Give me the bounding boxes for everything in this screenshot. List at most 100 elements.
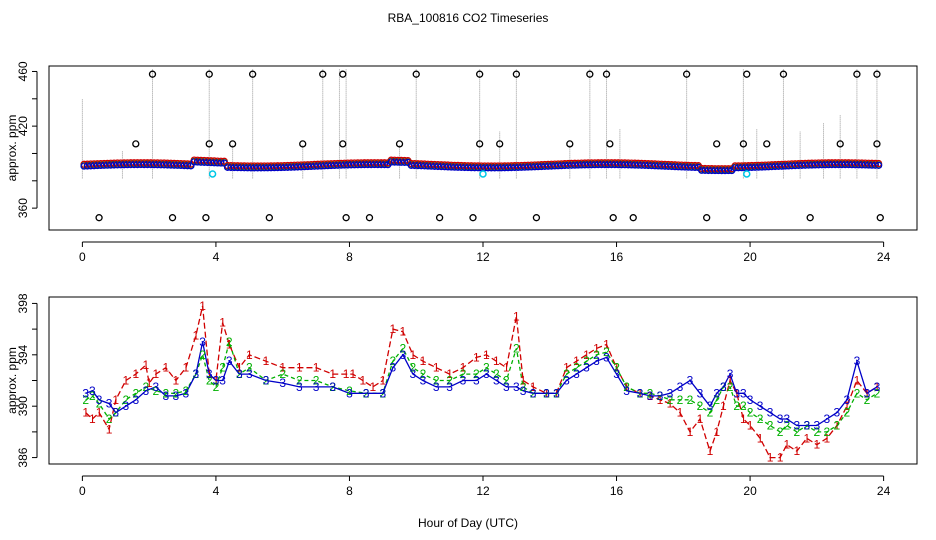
series-green-marker: 2: [346, 384, 353, 398]
series-red-marker: 1: [767, 451, 774, 465]
series-blue-marker: 3: [173, 389, 180, 403]
series-red-line: [85, 305, 878, 459]
x-tick-label: 24: [877, 250, 891, 264]
series-red-marker: 1: [593, 341, 600, 355]
series-red-marker: 1: [553, 386, 560, 400]
series-red-marker: 1: [864, 386, 871, 400]
series-red-marker: 1: [410, 348, 417, 362]
series-blue-marker: 3: [82, 386, 89, 400]
series-blue-marker: 3: [122, 399, 129, 413]
series-red-marker: 1: [246, 348, 253, 362]
outlier-high-point: [339, 70, 347, 78]
series-blue-marker: 3: [543, 386, 550, 400]
series-green-marker: 2: [296, 374, 303, 388]
outlier-high-point: [476, 70, 484, 78]
series-blue-marker: 3: [226, 354, 233, 368]
series-green-marker: 2: [246, 361, 253, 375]
series-red-marker: 1: [727, 374, 734, 388]
series-blue-marker: 3: [420, 374, 427, 388]
series-green-marker: 2: [613, 361, 620, 375]
series-green-marker: 2: [707, 406, 714, 420]
series-green-line: [85, 339, 878, 433]
series-green-marker: 2: [783, 418, 790, 432]
series-blue-marker: 3: [603, 350, 610, 364]
outlier-low-point: [265, 214, 273, 222]
series-green-marker: 2: [446, 374, 453, 388]
series-blue-marker: 3: [707, 399, 714, 413]
data-point-cyan: [479, 170, 487, 178]
data-point-cyan: [742, 170, 751, 178]
series-green-marker: 2: [687, 393, 694, 407]
x-tick-label: 20: [743, 484, 757, 498]
series-blue-marker: 3: [363, 386, 370, 400]
series-red-marker: 1: [380, 374, 387, 388]
series-blue-marker: 3: [713, 386, 720, 400]
outlier-mid-point: [836, 140, 844, 148]
outlier-low-point: [629, 214, 637, 222]
series-red-marker: 1: [677, 406, 684, 420]
series-red-marker: 1: [420, 354, 427, 368]
series-green-marker: 2: [697, 399, 704, 413]
x-tick-label: 0: [79, 484, 86, 498]
chart-title: RBA_100816 CO2 Timeseries: [388, 11, 549, 25]
series-blue-marker: 3: [142, 384, 149, 398]
series-blue-marker: 3: [657, 389, 664, 403]
outlier-high-point: [412, 70, 420, 78]
series-blue-marker: 3: [183, 386, 190, 400]
series-green-marker: 2: [112, 406, 119, 420]
y-tick-label: 386: [16, 447, 30, 467]
series-blue-marker: 3: [219, 374, 226, 388]
series-red-marker: 1: [747, 418, 754, 432]
series-green-marker: 2: [667, 393, 674, 407]
series-blue-marker: 3: [503, 380, 510, 394]
x-tick-label: 20: [743, 250, 757, 264]
series-blue-marker: 3: [246, 367, 253, 381]
series-red-marker: 1: [543, 386, 550, 400]
series-red-marker: 1: [637, 386, 644, 400]
series-green-marker: 2: [206, 374, 213, 388]
series-green-marker: 2: [874, 386, 881, 400]
series-red-marker: 1: [213, 374, 220, 388]
series-green-marker: 2: [313, 374, 320, 388]
series-green-marker: 2: [363, 386, 370, 400]
series-blue-marker: 3: [446, 380, 453, 394]
series-blue-marker: 3: [483, 367, 490, 381]
series-red-marker: 1: [844, 399, 851, 413]
outlier-mid-point: [763, 140, 771, 148]
series-green-marker: 2: [473, 367, 480, 381]
series-blue-marker: 3: [637, 386, 644, 400]
series-green-marker: 2: [844, 406, 851, 420]
series-red-marker: 1: [400, 325, 407, 339]
series-green-marker: 2: [199, 348, 206, 362]
series-red-marker: 1: [329, 367, 336, 381]
series-blue-marker: 3: [390, 361, 397, 375]
series-blue-marker: 3: [623, 384, 630, 398]
series-blue-marker: 3: [647, 389, 654, 403]
series-red-marker: 1: [493, 354, 500, 368]
y-tick-label: 460: [16, 61, 30, 81]
outlier-mid-point: [299, 140, 307, 148]
x-tick-label: 8: [346, 484, 353, 498]
series-blue-marker: 3: [380, 386, 387, 400]
series-red-marker: 1: [446, 367, 453, 381]
series-green-marker: 2: [163, 386, 170, 400]
series-blue-marker: 3: [720, 380, 727, 394]
series-red-marker: 1: [199, 299, 206, 313]
series-green-marker: 2: [573, 361, 580, 375]
series-blue-marker: 3: [727, 367, 734, 381]
series-green-marker: 2: [864, 393, 871, 407]
series-blue-line: [85, 341, 878, 427]
outlier-low-point: [703, 214, 711, 222]
x-tick-label: 16: [610, 484, 624, 498]
series-green-marker: 2: [854, 386, 861, 400]
series-red-marker: 1: [82, 406, 89, 420]
series-red-marker: 1: [814, 438, 821, 452]
series-red-marker: 1: [349, 367, 356, 381]
series-green-marker: 2: [530, 386, 537, 400]
series-green-marker: 2: [733, 399, 740, 413]
series-blue-marker: 3: [473, 374, 480, 388]
series-blue-marker: 3: [493, 374, 500, 388]
outlier-high-point: [586, 70, 594, 78]
outlier-high-point: [248, 70, 257, 78]
